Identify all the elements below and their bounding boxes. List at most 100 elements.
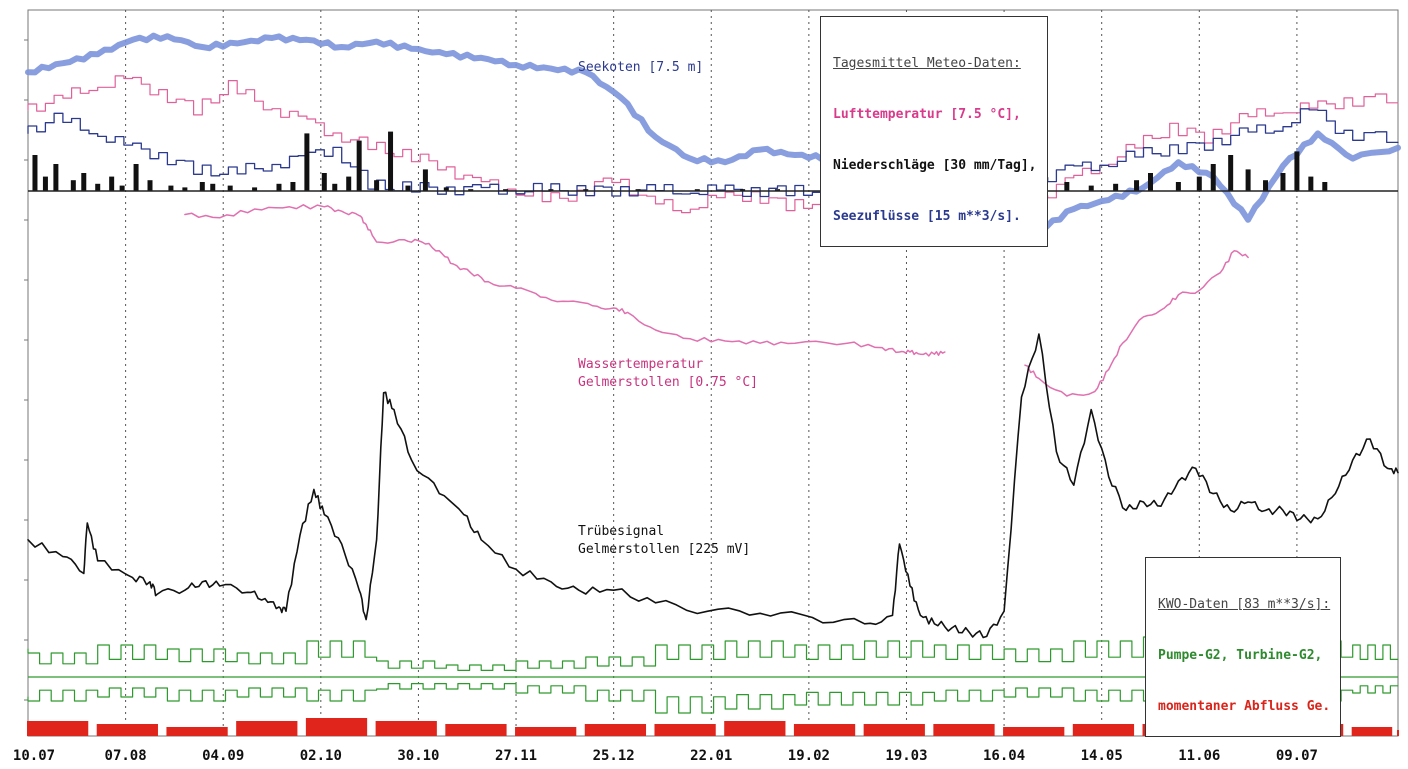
x-tick-label: 02.10: [299, 748, 342, 764]
bar-momentaner-abfluss-ge: [96, 724, 158, 736]
line-lufttemperatur: [27, 75, 1399, 214]
meteo-legend-air-temp: Lufttemperatur [7.5 °C],: [833, 107, 1021, 122]
bar-momentaner-abfluss-ge: [654, 724, 716, 736]
bar-niederschl-ge: [548, 189, 554, 191]
bar-niederschl-ge: [1175, 182, 1181, 191]
meteo-legend-precip: Niederschläge [30 mm/Tag],: [833, 158, 1037, 173]
bar-momentaner-abfluss-ge: [445, 724, 507, 736]
label-wassertemp-2: Gelmerstollen [0.75 °C]: [578, 375, 759, 390]
bar-niederschl-ge: [227, 185, 233, 191]
x-tick-label: 16.04: [983, 748, 1026, 764]
bar-niederschl-ge: [1228, 155, 1234, 191]
bar-niederschl-ge: [276, 183, 282, 191]
x-tick-label: 14.05: [1080, 748, 1123, 764]
label-truebe-2: Gelmerstollen [225 mV]: [578, 542, 751, 557]
label-truebe-1: Trübesignal: [578, 524, 665, 539]
line-seekoten: [25, 32, 1401, 234]
bar-niederschl-ge: [290, 182, 296, 191]
kwo-legend-pump-turbine: Pumpe-G2, Turbine-G2,: [1158, 648, 1323, 663]
bar-niederschl-ge: [42, 176, 48, 191]
bar-niederschl-ge: [304, 133, 310, 191]
bar-momentaner-abfluss-ge: [1072, 724, 1135, 736]
bar-momentaner-abfluss-ge: [793, 724, 856, 736]
bar-niederschl-ge: [503, 189, 509, 191]
bar-momentaner-abfluss-ge: [1003, 727, 1065, 736]
meteo-legend-title: Tagesmittel Meteo-Daten:: [833, 56, 1021, 71]
bar-niederschl-ge: [210, 183, 216, 191]
x-tick-label: 09.07: [1275, 748, 1318, 764]
kwo-legend: KWO-Daten [83 m**3/s]: Pumpe-G2, Turbine…: [1145, 557, 1342, 737]
bar-niederschl-ge: [119, 185, 125, 191]
bar-niederschl-ge: [1294, 151, 1300, 191]
bar-niederschl-ge: [1064, 182, 1070, 191]
bar-niederschl-ge: [321, 173, 327, 191]
line-seezufl-sse: [27, 108, 1399, 198]
bar-niederschl-ge: [168, 185, 174, 191]
bar-niederschl-ge: [332, 183, 338, 191]
bar-momentaner-abfluss-ge: [375, 721, 437, 736]
x-tick-label: 04.09: [202, 748, 245, 764]
bar-momentaner-abfluss-ge: [515, 727, 577, 736]
bar-niederschl-ge: [32, 155, 38, 191]
series-wassertemperatur-gelmerstollen: [184, 204, 1249, 397]
bar-momentaner-abfluss-ge: [1351, 727, 1393, 736]
bar-niederschl-ge: [1134, 180, 1140, 191]
x-tick-label: 10.07: [12, 748, 56, 764]
x-tick-label: 22.01: [690, 748, 733, 764]
bar-momentaner-abfluss-ge: [236, 721, 298, 736]
meteo-legend-inflow: Seezuflüsse [15 m**3/s].: [833, 209, 1021, 224]
line-tr-besignal-gelmerstollen: [27, 333, 1399, 639]
bar-niederschl-ge: [1088, 185, 1094, 191]
bar-niederschl-ge: [1280, 173, 1286, 191]
bar-niederschl-ge: [53, 164, 59, 191]
x-tick-label: 07.08: [104, 748, 147, 764]
bar-niederschl-ge: [1210, 164, 1216, 191]
x-gridlines: [125, 10, 1298, 736]
bar-momentaner-abfluss-ge: [933, 724, 995, 736]
bar-niederschl-ge: [147, 180, 153, 191]
bar-niederschl-ge: [1196, 176, 1202, 191]
bar-momentaner-abfluss-ge: [863, 724, 925, 736]
bar-niederschl-ge: [356, 140, 362, 191]
bar-niederschl-ge: [199, 182, 205, 191]
bar-niederschl-ge: [694, 189, 700, 191]
label-seekoten: Seekoten [7.5 m]: [578, 60, 704, 75]
bar-niederschl-ge: [346, 176, 352, 191]
bar-niederschl-ge: [109, 176, 115, 191]
bar-niederschl-ge: [388, 131, 394, 191]
bar-momentaner-abfluss-ge: [166, 727, 228, 736]
x-tick-label: 19.02: [787, 748, 830, 764]
kwo-legend-title: KWO-Daten [83 m**3/s]:: [1158, 597, 1331, 612]
line-wassertemperatur-gelmerstollen: [1024, 250, 1249, 397]
bar-niederschl-ge: [422, 169, 428, 191]
bar-niederschl-ge: [405, 185, 411, 191]
series-seekoten: [25, 32, 1401, 234]
bar-momentaner-abfluss-ge: [1397, 730, 1399, 736]
bar-momentaner-abfluss-ge: [724, 721, 786, 736]
bar-niederschl-ge: [443, 187, 449, 191]
x-tick-label: 11.06: [1178, 748, 1221, 764]
line-wassertemperatur-gelmerstollen: [184, 204, 946, 357]
bar-niederschl-ge: [95, 183, 101, 191]
bar-niederschl-ge: [70, 180, 76, 191]
bar-momentaner-abfluss-ge: [305, 718, 368, 736]
kwo-legend-discharge: momentaner Abfluss Ge.: [1158, 699, 1331, 714]
bar-niederschl-ge: [740, 189, 746, 191]
bar-niederschl-ge: [583, 189, 589, 191]
series-seezufl-sse: [27, 108, 1399, 198]
series-tr-besignal-gelmerstollen: [27, 333, 1399, 639]
bar-niederschl-ge: [468, 189, 474, 191]
x-tick-label: 30.10: [397, 748, 440, 764]
bar-niederschl-ge: [1147, 173, 1153, 191]
x-tick-label: 27.11: [494, 748, 538, 764]
label-wassertemp-1: Wassertemperatur: [578, 357, 704, 372]
bar-niederschl-ge: [81, 173, 87, 191]
bar-momentaner-abfluss-ge: [584, 724, 647, 736]
bar-niederschl-ge: [133, 164, 139, 191]
series-lufttemperatur: [27, 75, 1399, 214]
bar-niederschl-ge: [1245, 169, 1251, 191]
bar-niederschl-ge: [374, 180, 380, 191]
bar-momentaner-abfluss-ge: [27, 721, 89, 736]
bar-niederschl-ge: [635, 189, 641, 191]
bar-niederschl-ge: [774, 189, 780, 191]
